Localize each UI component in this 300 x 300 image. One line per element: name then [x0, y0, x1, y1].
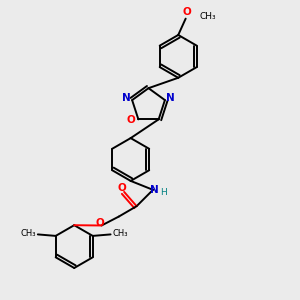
Text: N: N [122, 93, 130, 103]
Text: CH₃: CH₃ [21, 229, 36, 238]
Text: O: O [117, 183, 126, 193]
Text: O: O [96, 218, 104, 227]
Text: N: N [150, 184, 159, 194]
Text: CH₃: CH₃ [112, 229, 128, 238]
Text: O: O [127, 115, 136, 125]
Text: CH₃: CH₃ [199, 12, 216, 21]
Text: N: N [167, 93, 175, 103]
Text: H: H [160, 188, 167, 197]
Text: O: O [182, 8, 191, 17]
